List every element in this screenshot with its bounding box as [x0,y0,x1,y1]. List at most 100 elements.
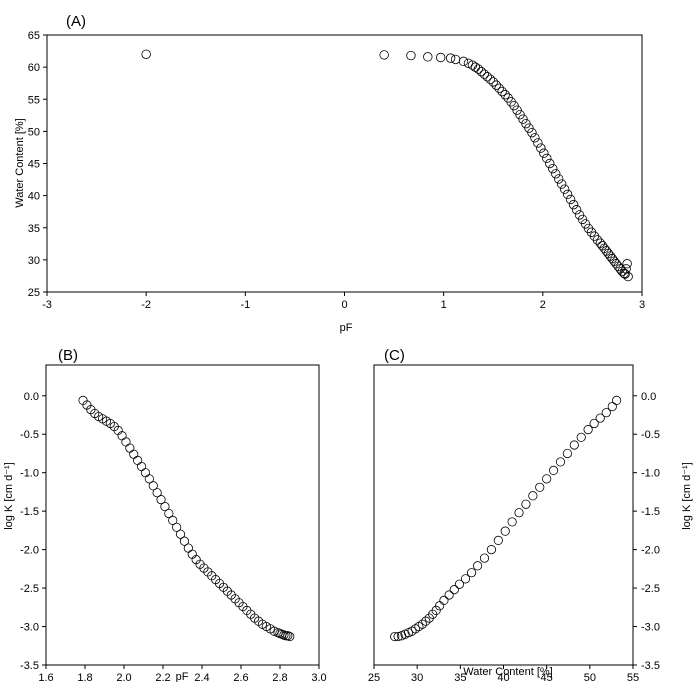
data-point [494,83,504,94]
data-point [183,543,193,553]
data-point [410,624,421,634]
data-point [470,62,481,72]
x-tick-label: 2.0 [116,672,131,682]
y-tick-label: 30 [28,255,40,267]
y-tick-label: 45 [28,159,40,171]
x-tick-label: -1 [240,299,250,311]
data-point [548,163,558,174]
data-point [528,491,538,501]
y-tick-label: -1.5 [20,506,39,518]
data-point [554,174,564,184]
data-point [152,488,162,498]
data-point [140,468,151,478]
data-point [589,418,599,429]
data-point [497,86,507,97]
data-point [133,455,143,465]
data-point [556,179,567,189]
data-point [144,474,154,484]
data-point [393,631,403,642]
x-tick-label: 1.6 [38,672,53,682]
data-point [611,395,622,405]
panel-b-y-axis-title: log K [cm d⁻¹] [3,462,15,530]
data-point [156,495,166,505]
data-point [473,64,484,74]
y-tick-label: -2.5 [641,583,660,595]
data-point [269,626,279,636]
data-point [435,52,446,63]
data-point [485,74,495,85]
y-tick-label: -3.5 [641,660,660,672]
data-point [454,579,465,589]
y-tick-label: 25 [28,287,40,299]
panel-a-x-axis-title: pF [340,322,353,334]
y-tick-label: -3.0 [20,622,39,634]
data-point [148,481,158,491]
data-point [555,457,566,467]
x-tick-label: 3 [639,299,645,311]
x-tick-label: 2.8 [272,672,287,682]
data-point [589,231,600,241]
data-point [542,474,552,484]
data-point [141,49,151,59]
data-point [576,432,586,442]
data-point [607,401,617,412]
data-point [458,56,469,67]
data-point [285,631,295,642]
x-tick-label: 2.4 [194,672,209,682]
data-point [488,77,498,87]
data-point [431,605,441,615]
y-tick-label: 0.0 [641,391,656,403]
data-point [479,553,490,563]
x-tick-label: 2 [540,299,546,311]
panel-a-series [141,49,633,282]
data-point [514,508,524,518]
data-point [562,189,573,200]
data-point [545,158,555,169]
panel-a-y-axis-title: Water Content [%] [14,118,26,207]
data-point [281,631,291,641]
panel-a-water-retention: (A) -3 -2 -1 0 1 2 3 25 30 35 40 45 50 55 60 65 pF Wat… [14,13,645,334]
data-point [592,235,603,245]
panel-b-plot-frame [45,364,320,666]
data-point [421,616,431,626]
data-point [482,72,493,82]
data-point [583,425,593,435]
data-point [601,408,611,418]
panel-c-y-axis-title: log K [cm d⁻¹] [681,462,693,530]
data-point [621,264,631,274]
panel-c-conductivity-vs-water-content: (C) 25 30 35 40 45 50 55 -3.5-3.0-2.5-2.0-1.5-… [368,347,693,682]
y-tick-label: 0.0 [24,391,39,403]
data-point [551,169,561,179]
data-point [172,522,182,532]
x-tick-label: 25 [368,672,380,682]
data-point [622,259,632,269]
data-point [620,269,630,279]
x-tick-label: -3 [42,299,52,311]
data-point [136,461,147,472]
data-point [175,529,186,539]
y-tick-label: 55 [28,94,40,106]
data-point [491,80,501,90]
panel-b-x-axis: 1.6 1.8 2.0 2.2 2.4 2.6 2.8 3.0 [38,665,327,682]
y-tick-label: -1.0 [20,468,39,480]
data-point [542,153,552,164]
y-tick-label: 60 [28,62,40,74]
panel-c-x-axis-title: Water Content [%] [463,666,552,678]
data-point [283,631,293,641]
panel-a-plot-frame [46,34,643,293]
data-point [160,501,170,512]
data-point [179,536,190,546]
data-point [279,630,289,640]
data-point [472,561,483,571]
data-point [500,90,510,100]
panel-c-plot-frame [373,364,634,666]
data-point [168,515,178,525]
data-point [506,97,516,107]
data-point [568,199,579,210]
data-point [273,628,283,638]
panel-b-series [78,395,295,642]
x-tick-label: 35 [454,672,466,682]
y-tick-label: -1.0 [641,468,660,480]
data-point [164,508,174,519]
